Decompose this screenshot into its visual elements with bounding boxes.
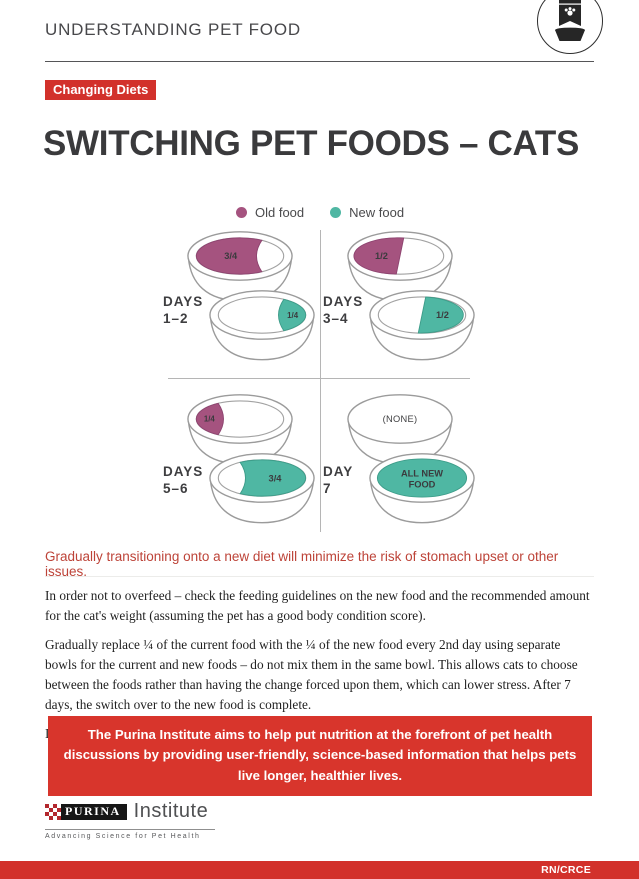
- fraction-label: 1/2: [375, 251, 388, 261]
- quadrant-days-1-2: DAYS 1–2 3/4 1/4: [160, 228, 320, 380]
- legend: Old food New food: [236, 205, 404, 220]
- pet-food-bag-bowl-icon: [555, 0, 585, 41]
- all-new-food-label-line2: FOOD: [409, 479, 436, 489]
- fraction-label: 3/4: [269, 474, 283, 484]
- quadrant-day-7: DAY 7 (NONE) ALL NEW FOOD: [320, 380, 480, 532]
- quadrant-days-5-6: DAYS 5–6 1/4 3/4: [160, 380, 320, 532]
- diagram-vertical-divider: [320, 230, 321, 532]
- old-food-bowl-empty: (NONE): [347, 394, 453, 465]
- old-food-bowl: 3/4: [187, 231, 293, 302]
- day-label: DAYS 3–4: [323, 294, 364, 326]
- body-paragraph: In order not to overfeed – check the fee…: [45, 588, 590, 623]
- page-title: SWITCHING PET FOODS – CATS: [43, 124, 580, 163]
- new-food-bowl: 1/4: [209, 290, 315, 361]
- quadrant-days-3-4: DAYS 3–4 1/2 1/2: [320, 228, 480, 380]
- day-label: DAY 7: [323, 464, 354, 496]
- legend-item-old-food: Old food: [236, 205, 304, 220]
- new-food-bowl: 1/2: [369, 290, 475, 361]
- header-title: UNDERSTANDING PET FOOD: [45, 20, 301, 39]
- doc-code: RN/CRCE: [541, 864, 591, 876]
- intro-statement: Gradually transitioning onto a new diet …: [45, 549, 559, 579]
- legend-item-new-food: New food: [330, 205, 404, 220]
- fraction-label: 1/4: [287, 311, 299, 320]
- fraction-label: 1/4: [204, 414, 216, 423]
- new-food-dot-icon: [330, 207, 342, 218]
- doc-code-bar: RN/CRCE: [0, 861, 639, 879]
- checkerboard-icon: [45, 803, 61, 820]
- logo-tagline: Advancing Science for Pet Health: [45, 833, 201, 840]
- legend-label-new: New food: [349, 205, 405, 220]
- fraction-label: 3/4: [224, 251, 238, 261]
- old-food-bowl: 1/4: [187, 394, 293, 465]
- mission-banner: The Purina Institute aims to help put nu…: [48, 716, 592, 797]
- header-divider: [45, 61, 594, 62]
- logo-divider: [45, 829, 215, 830]
- new-food-bowl-full: ALL NEW FOOD: [369, 453, 475, 524]
- all-new-food-label-line1: ALL NEW: [401, 469, 443, 479]
- day-label: DAYS 1–2: [163, 294, 204, 326]
- category-badge: Changing Diets: [45, 80, 157, 100]
- old-food-dot-icon: [236, 207, 247, 218]
- purina-label: PURINA: [65, 804, 121, 818]
- diagram-horizontal-divider: [168, 378, 470, 379]
- new-food-bowl: 3/4: [209, 453, 315, 524]
- purina-wordmark: PURINA: [45, 803, 127, 820]
- intro-divider: [45, 576, 594, 577]
- fraction-label: 1/2: [436, 310, 449, 320]
- old-food-bowl: 1/2: [347, 231, 453, 302]
- none-label: (NONE): [383, 414, 418, 424]
- day-label: DAYS 5–6: [163, 464, 204, 496]
- transition-diagram: DAYS 1–2 3/4 1/4 DAYS 3–4: [160, 228, 480, 534]
- body-paragraph: Gradually replace ¼ of the current food …: [45, 636, 578, 712]
- institute-label: Institute: [133, 800, 209, 822]
- legend-label-old: Old food: [255, 205, 305, 220]
- pet-food-icon: [537, 0, 603, 54]
- purina-institute-logo: PURINA Institute Advancing Science for P…: [45, 800, 215, 840]
